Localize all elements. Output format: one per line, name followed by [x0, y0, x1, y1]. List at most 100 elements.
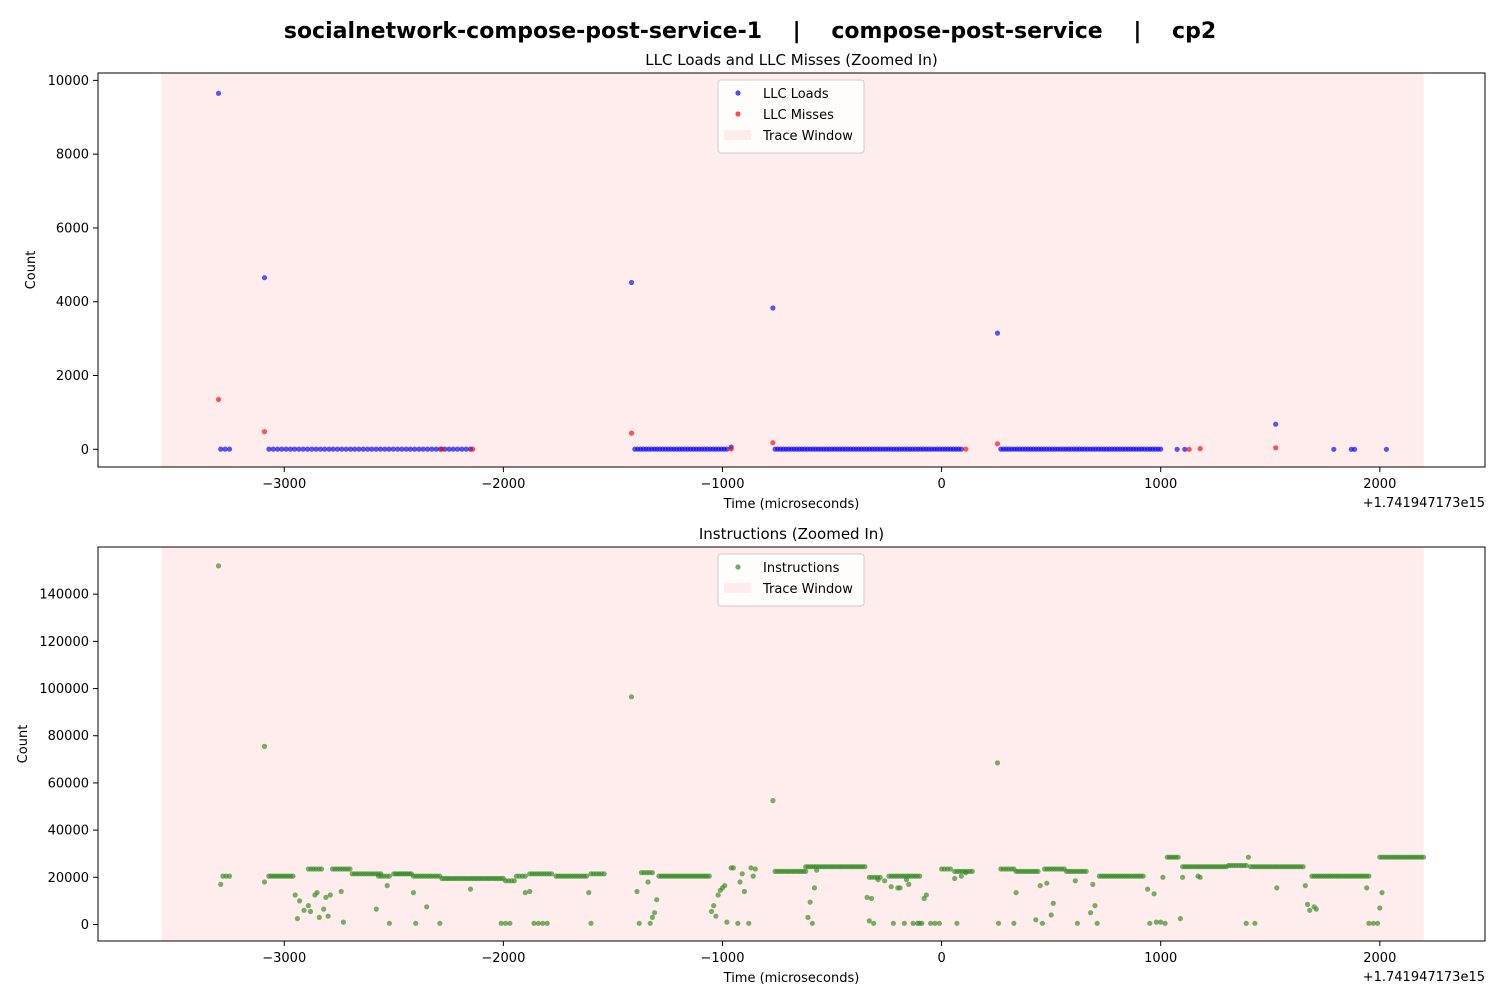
instructions-point [1013, 890, 1019, 896]
instructions-x-axis-label: Time (microseconds) [723, 971, 860, 986]
instructions-point [1072, 878, 1078, 884]
instructions-point [1177, 916, 1183, 922]
llc-point [215, 90, 222, 96]
instructions-point [649, 914, 656, 921]
llc-legend-label-llc-loads: LLC Loads [763, 87, 829, 102]
instructions-point [290, 873, 296, 879]
instructions-point [1197, 874, 1203, 880]
instructions-point [1370, 920, 1376, 926]
llc-point [317, 446, 323, 452]
instructions-point [917, 873, 923, 879]
llc-y-axis-label: Count [24, 251, 39, 290]
llc-point [412, 446, 418, 452]
llc-point [390, 446, 396, 452]
llc-point [373, 446, 379, 452]
instructions-point [862, 864, 868, 870]
llc-point [770, 440, 776, 446]
instructions-point [1313, 906, 1319, 912]
llc-legend: LLC Loads LLC Misses Trace Window [717, 79, 865, 154]
instructions-point [952, 875, 958, 882]
figure-title: socialnetwork-compose-post-service-1 | c… [284, 19, 1216, 44]
llc-point [420, 446, 426, 452]
instructions-point [1151, 891, 1157, 897]
llc-point [1273, 445, 1279, 451]
instructions-point [906, 881, 912, 888]
instructions-point [996, 920, 1002, 926]
instructions-point [386, 873, 392, 879]
instructions-point [1074, 920, 1080, 926]
llc-point [356, 446, 362, 452]
llc-point [425, 446, 431, 452]
instructions-point [1048, 912, 1054, 918]
instructions-point [647, 920, 653, 926]
instructions-point [1035, 868, 1041, 875]
instructions-y-tick-label: 60000 [48, 776, 89, 791]
instructions-point [890, 920, 897, 926]
instructions-y-tick-label: 120000 [39, 635, 89, 650]
instructions-point [410, 890, 417, 896]
instructions-point [305, 903, 311, 909]
instructions-point [864, 894, 870, 901]
llc-point [728, 446, 734, 452]
instructions-y-tick-label: 140000 [39, 588, 89, 603]
instructions-point [1162, 920, 1168, 926]
llc-point [343, 446, 349, 452]
instructions-point [1090, 881, 1096, 888]
instructions-legend-label-trace-window: Trace Window [762, 582, 853, 597]
instructions-point [1377, 905, 1383, 911]
instructions-point [715, 892, 721, 898]
instructions-point [654, 897, 660, 903]
llc-point [1186, 446, 1192, 452]
llc-point [433, 446, 439, 452]
instructions-point [1160, 874, 1166, 880]
instructions-point [1304, 901, 1311, 908]
llc-point [1158, 446, 1164, 452]
instructions-point [969, 868, 975, 875]
llc-y-tick-label: 6000 [56, 221, 89, 236]
instructions-y-axis-label: Count [16, 725, 31, 764]
instructions-point [1094, 920, 1100, 926]
instructions-point [1366, 920, 1372, 926]
instructions-point [549, 871, 555, 877]
llc-point [958, 446, 964, 452]
llc-point [399, 446, 405, 452]
instructions-point [713, 913, 719, 919]
instructions-axes-frame [97, 546, 1486, 942]
llc-point [450, 446, 456, 452]
instructions-point [928, 920, 934, 926]
instructions-point [1033, 917, 1039, 923]
instructions-point [437, 920, 443, 926]
instructions-point [373, 906, 379, 912]
instructions-point [347, 866, 353, 872]
instructions-point [386, 920, 392, 926]
llc-point [287, 446, 293, 452]
instructions-point [498, 920, 504, 926]
instructions-point [1175, 854, 1181, 860]
llc-point [377, 446, 383, 452]
instructions-y-tick-label: 20000 [48, 871, 89, 886]
instructions-point [741, 888, 748, 895]
llc-point [300, 446, 306, 452]
instructions-point [628, 694, 635, 700]
instructions-point [711, 903, 717, 909]
llc-y-tick-label: 2000 [56, 369, 89, 384]
instructions-point [803, 868, 809, 875]
instructions-point [1252, 920, 1258, 926]
instructions-point [1245, 854, 1251, 860]
llc-point [334, 446, 341, 452]
llc-x-tick-label: −1000 [700, 477, 744, 492]
instructions-point [722, 883, 728, 889]
llc-point [222, 446, 228, 452]
instructions-point [866, 918, 872, 924]
llc-point [628, 430, 635, 436]
instructions-point [1274, 885, 1280, 891]
llc-point [459, 446, 465, 452]
instructions-point [522, 890, 528, 896]
llc-x-tick-label: 2000 [1363, 477, 1396, 492]
instructions-point [1088, 910, 1094, 916]
instructions-point [770, 798, 776, 804]
instructions-point [932, 920, 938, 926]
instructions-point [739, 871, 745, 877]
instructions-point [307, 908, 314, 915]
instructions-point [588, 920, 594, 926]
